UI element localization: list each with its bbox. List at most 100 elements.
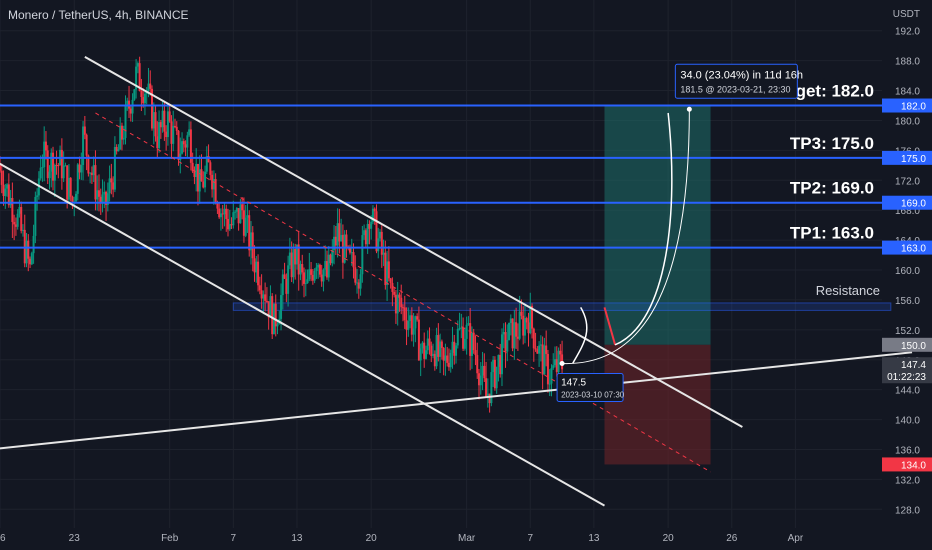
candle-body (505, 332, 507, 352)
candle-body (393, 292, 395, 295)
candle-body (379, 232, 381, 239)
time-tick-label: 20 (663, 533, 675, 544)
candle-body (13, 222, 15, 224)
measure-text-2: 181.5 @ 2023-03-21, 23:30 (680, 84, 790, 94)
candle-body (430, 346, 432, 356)
candle-body (188, 129, 190, 135)
candle-body (400, 298, 402, 307)
target-level-label: TP1: 163.0 (790, 224, 874, 243)
candle-body (345, 234, 347, 246)
candle-body (54, 165, 56, 181)
candle-body (132, 100, 134, 114)
candle-body (490, 372, 492, 403)
candle-body (229, 224, 231, 229)
candle-body (469, 323, 471, 356)
candle-body (98, 190, 100, 196)
candle-body (478, 373, 480, 385)
candle-body (291, 253, 293, 278)
candle-body (460, 328, 462, 329)
candle-body (50, 153, 52, 172)
candle-body (255, 262, 257, 273)
candle-body (506, 340, 508, 352)
price-tick-label: 136.0 (895, 445, 920, 456)
candle-body (540, 344, 542, 345)
candle-body (512, 319, 514, 349)
candle-body (520, 312, 522, 316)
price-tick-label: 132.0 (895, 475, 920, 486)
candle-body (202, 181, 204, 187)
candle-body (163, 111, 165, 132)
price-badge-label: 169.0 (901, 199, 926, 210)
candle-body (117, 149, 119, 151)
candle-body (6, 184, 8, 188)
candle-body (513, 322, 515, 348)
candle-body (79, 164, 81, 172)
candle-body (365, 230, 367, 244)
candle-body (41, 167, 43, 168)
candle-body (437, 335, 439, 357)
candle-body (238, 208, 240, 223)
candle-body (464, 339, 466, 349)
price-tick-label: 192.0 (895, 27, 920, 38)
candle-body (48, 172, 50, 179)
candle-body (321, 275, 323, 282)
time-tick-label: 26 (726, 533, 738, 544)
candle-body (322, 270, 324, 282)
candle-body (22, 230, 24, 231)
candle-body (119, 126, 121, 150)
candle-body (324, 261, 326, 270)
candle-body (80, 165, 82, 172)
candle-body (381, 232, 383, 255)
candle-body (522, 316, 524, 336)
candle-body (556, 359, 558, 372)
candle-body (299, 264, 301, 274)
candle-body (559, 351, 561, 355)
candle-body (508, 323, 510, 340)
time-tick-label: Apr (788, 533, 804, 544)
candle-body (10, 198, 12, 205)
candle-body (517, 337, 519, 339)
candle-body (538, 346, 540, 354)
candle-body (140, 91, 142, 97)
candle-body (312, 275, 314, 281)
price-badge-label: 150.0 (901, 341, 926, 352)
axis-unit: USDT (893, 9, 920, 20)
candle-body (489, 394, 491, 403)
candle-body (292, 249, 294, 277)
candle-body (494, 360, 496, 388)
candle-body (483, 366, 485, 378)
candle-body (416, 316, 418, 319)
candle-body (284, 274, 286, 278)
candle-body (391, 283, 393, 292)
candle-body (109, 178, 111, 193)
candle-body (485, 378, 487, 397)
candle-body (33, 236, 35, 253)
candle-body (213, 179, 215, 189)
candle-body (195, 164, 197, 177)
candle-body (63, 166, 65, 179)
candle-body (536, 349, 538, 353)
candle-body (84, 126, 86, 134)
resistance-label: Resistance (816, 283, 880, 298)
candle-body (547, 354, 549, 384)
candle-body (429, 339, 431, 346)
candle-body (386, 261, 388, 285)
candle-body (407, 321, 409, 330)
candle-body (179, 154, 181, 160)
candle-body (231, 224, 233, 225)
loss-zone (605, 345, 711, 465)
price-tick-label: 188.0 (895, 57, 920, 68)
resistance-zone (233, 303, 891, 310)
candle-body (351, 252, 353, 253)
candle-body (361, 235, 363, 274)
candle-body (167, 111, 169, 137)
candle-body (526, 318, 528, 322)
candle-body (239, 204, 241, 223)
candle-body (11, 198, 13, 222)
candle-body (57, 165, 59, 166)
candle-body (330, 255, 332, 263)
candle-body (277, 324, 279, 326)
candle-body (375, 211, 377, 251)
candle-body (254, 258, 256, 272)
